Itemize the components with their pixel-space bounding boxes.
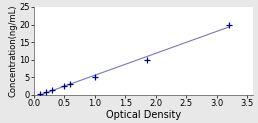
Point	[62, 85, 66, 87]
Point	[68, 83, 72, 85]
Point	[227, 24, 231, 26]
Point	[144, 59, 149, 61]
Point	[44, 91, 48, 93]
Y-axis label: Concentration(ng/mL): Concentration(ng/mL)	[9, 5, 18, 97]
Point	[50, 89, 54, 91]
X-axis label: Optical Density: Optical Density	[106, 109, 181, 120]
Point	[93, 76, 97, 78]
Point	[38, 93, 42, 95]
